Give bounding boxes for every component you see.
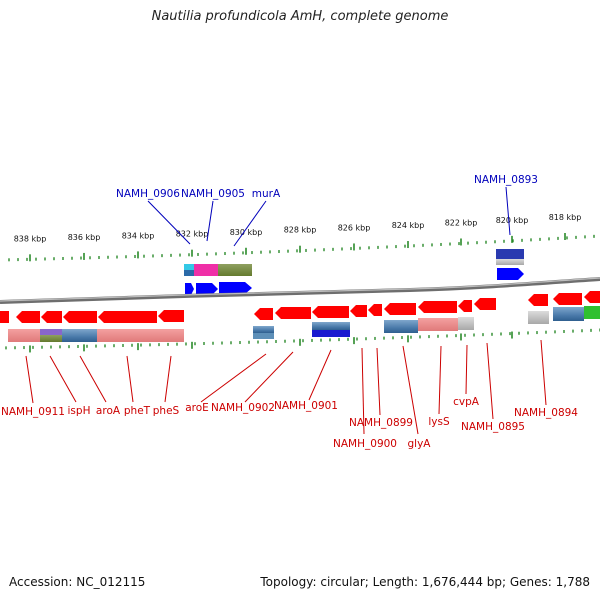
upper-ruler: 838 kbp 836 kbp 834 kbp 832 kbp 830 kbp 828 k… bbox=[8, 213, 595, 262]
gene-label-NAMH_0900: NAMH_0900 bbox=[333, 438, 397, 450]
ruler-tick-label: 818 kbp bbox=[549, 213, 582, 222]
gene-label-NAMH_0899: NAMH_0899 bbox=[349, 417, 413, 429]
gene-label-NAMH_0911: NAMH_0911 bbox=[1, 406, 65, 418]
ruler-tick-label: 836 kbp bbox=[68, 233, 101, 242]
ruler-tick-label: 830 kbp bbox=[230, 228, 263, 237]
gene-label-pheT: pheT bbox=[124, 405, 151, 417]
gene-arrow bbox=[196, 283, 218, 295]
gene-label-NAMH_0905: NAMH_0905 bbox=[181, 188, 245, 200]
map-title: Nautilia profundicola AmH, complete geno… bbox=[151, 9, 449, 24]
ruler-tick-label: 832 kbp bbox=[176, 230, 209, 239]
gene-label-glyA: glyA bbox=[408, 438, 432, 450]
gene-label-NAMH_0902: NAMH_0902 bbox=[211, 402, 275, 414]
gene-label-ispH: ispH bbox=[68, 405, 91, 417]
gene-arrow bbox=[185, 283, 194, 295]
topology-summary: Topology: circular; Length: 1,676,444 bp… bbox=[260, 575, 590, 589]
gene-label-cvpA: cvpA bbox=[453, 396, 480, 408]
reverse-leader-lines bbox=[25, 339, 547, 435]
forward-leader-lines bbox=[147, 186, 511, 247]
upper-feature-blocks bbox=[184, 249, 524, 276]
gene-label-NAMH_0894: NAMH_0894 bbox=[514, 407, 578, 419]
gene-label-aroE: aroE bbox=[185, 402, 209, 414]
accession-text: Accession: NC_012115 bbox=[9, 575, 146, 589]
ruler-tick-label: 822 kbp bbox=[445, 218, 478, 227]
lower-ruler bbox=[5, 328, 600, 353]
gene-label-murA: murA bbox=[252, 188, 281, 200]
reverse-gene-labels: NAMH_0911 ispH aroA pheT pheS aroE NAMH_… bbox=[1, 396, 578, 450]
gene-label-NAMH_0895: NAMH_0895 bbox=[461, 421, 525, 433]
forward-gene-arrows bbox=[185, 268, 524, 295]
genome-backbone bbox=[0, 277, 600, 304]
ruler-tick-label: 838 kbp bbox=[14, 234, 47, 243]
reverse-gene-arrows bbox=[0, 291, 600, 323]
ruler-tick-label: 826 kbp bbox=[338, 223, 371, 232]
gene-label-NAMH_0906: NAMH_0906 bbox=[116, 188, 180, 200]
gene-label-NAMH_0901: NAMH_0901 bbox=[274, 400, 338, 412]
lower-feature-blocks bbox=[8, 306, 600, 342]
ruler-tick-label: 820 kbp bbox=[496, 216, 529, 225]
gene-label-lysS: lysS bbox=[428, 416, 450, 428]
gene-arrow bbox=[497, 268, 524, 280]
ruler-tick-label: 828 kbp bbox=[284, 226, 317, 235]
gene-label-pheS: pheS bbox=[153, 405, 180, 417]
gene-label-aroA: aroA bbox=[96, 405, 121, 417]
gene-arrow bbox=[219, 282, 252, 294]
ruler-tick-label: 834 kbp bbox=[122, 231, 155, 240]
ruler-tick-label: 824 kbp bbox=[392, 221, 425, 230]
forward-gene-labels: NAMH_0906 NAMH_0905 murA NAMH_0893 bbox=[116, 174, 538, 200]
gene-label-NAMH_0893: NAMH_0893 bbox=[474, 174, 538, 186]
